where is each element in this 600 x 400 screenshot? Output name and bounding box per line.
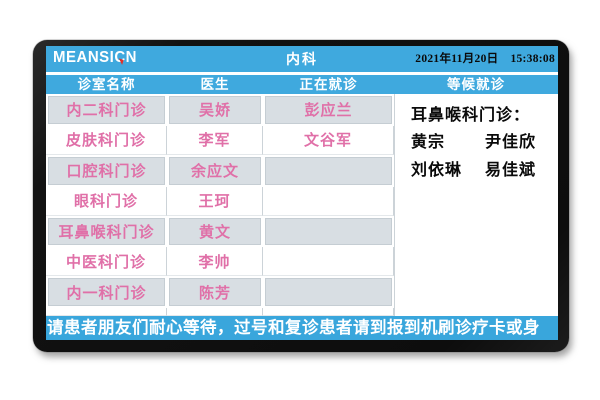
notice-ticker: 请患者朋友们耐心等待，过号和复诊患者请到报到机刷诊疗卡或身 [46,316,558,340]
doctor-cell: 吴娇 [167,94,263,126]
current-cell [263,186,394,216]
room-cell: 眼科门诊 [46,186,167,216]
date-text: 2021年11月20日 [415,53,499,65]
doctor-cell: 余应文 [167,154,263,187]
current-cell [263,154,394,187]
datetime-display: 2021年11月20日 15:38:08 [415,46,555,72]
header-waiting-queue: 等候就诊 [447,77,505,92]
waiting-list-panel: 耳鼻喉科门诊： 黄宗 尹佳欣 刘依琳 易佳斌 [394,94,558,316]
current-cell: 文谷军 [263,125,394,155]
clinic-queue-table: 内二科门诊 吴娇 彭应兰 皮肤科门诊 李军 文谷军 口腔科门诊 余应文 眼科门诊… [46,94,394,316]
room-cell: 内一科门诊 [46,276,167,309]
room-cell: 内二科门诊 [46,94,167,126]
main-content: 内二科门诊 吴娇 彭应兰 皮肤科门诊 李军 文谷军 口腔科门诊 余应文 眼科门诊… [46,94,558,316]
doctor-cell: 黄文 [167,215,263,248]
waiting-patient-name: 黄宗 [411,134,446,151]
table-row: 内二科门诊 吴娇 彭应兰 [46,94,394,126]
waiting-clinic-title: 耳鼻喉科门诊： [411,107,531,124]
queue-display-screen: MEANSICN 内科 2021年11月20日 15:38:08 诊室名称 医生 … [46,46,558,340]
doctor-cell: 王珂 [167,186,263,216]
current-cell: 彭应兰 [263,94,394,126]
header-separator-line [46,72,558,75]
current-cell [263,308,394,316]
waiting-patient-name: 尹佳欣 [485,134,537,151]
time-text: 15:38:08 [510,53,555,65]
header-now-serving: 正在就诊 [299,77,358,92]
doctor-cell: 李帅 [167,247,263,277]
doctor-cell: 李军 [167,125,263,155]
table-row-empty [46,308,394,316]
doctor-cell [167,308,263,316]
room-cell: 中医科门诊 [46,247,167,277]
doctor-cell: 陈芳 [167,276,263,309]
room-cell: 皮肤科门诊 [46,125,167,155]
header-doctor: 医生 [200,77,230,92]
table-row: 口腔科门诊 余应文 [46,154,394,187]
waiting-patient-name: 刘依琳 [411,162,463,179]
table-row: 皮肤科门诊 李军 文谷军 [46,125,394,155]
current-cell [263,276,394,309]
brand-logo-text: MEANSICN [53,48,138,67]
table-header-row: 诊室名称 医生 正在就诊 等候就诊 [46,75,558,94]
table-row: 内一科门诊 陈芳 [46,276,394,309]
department-title: 内科 [286,53,318,68]
table-row: 中医科门诊 李帅 [46,247,394,277]
header-room-name: 诊室名称 [77,77,136,92]
monitor-bezel: MEANSICN 内科 2021年11月20日 15:38:08 诊室名称 医生 … [33,40,569,352]
waiting-names-grid: 黄宗 尹佳欣 刘依琳 易佳斌 [411,129,548,185]
room-cell: 耳鼻喉科门诊 [46,215,167,248]
table-row: 眼科门诊 王珂 [46,186,394,216]
table-row: 耳鼻喉科门诊 黄文 [46,215,394,248]
top-bar: MEANSICN 内科 2021年11月20日 15:38:08 [46,46,558,72]
room-cell: 口腔科门诊 [46,154,167,187]
waiting-patient-name: 易佳斌 [485,162,537,179]
current-cell [263,247,394,277]
brand-logo: MEANSICN [53,49,137,67]
room-cell [46,308,167,316]
current-cell [263,215,394,248]
